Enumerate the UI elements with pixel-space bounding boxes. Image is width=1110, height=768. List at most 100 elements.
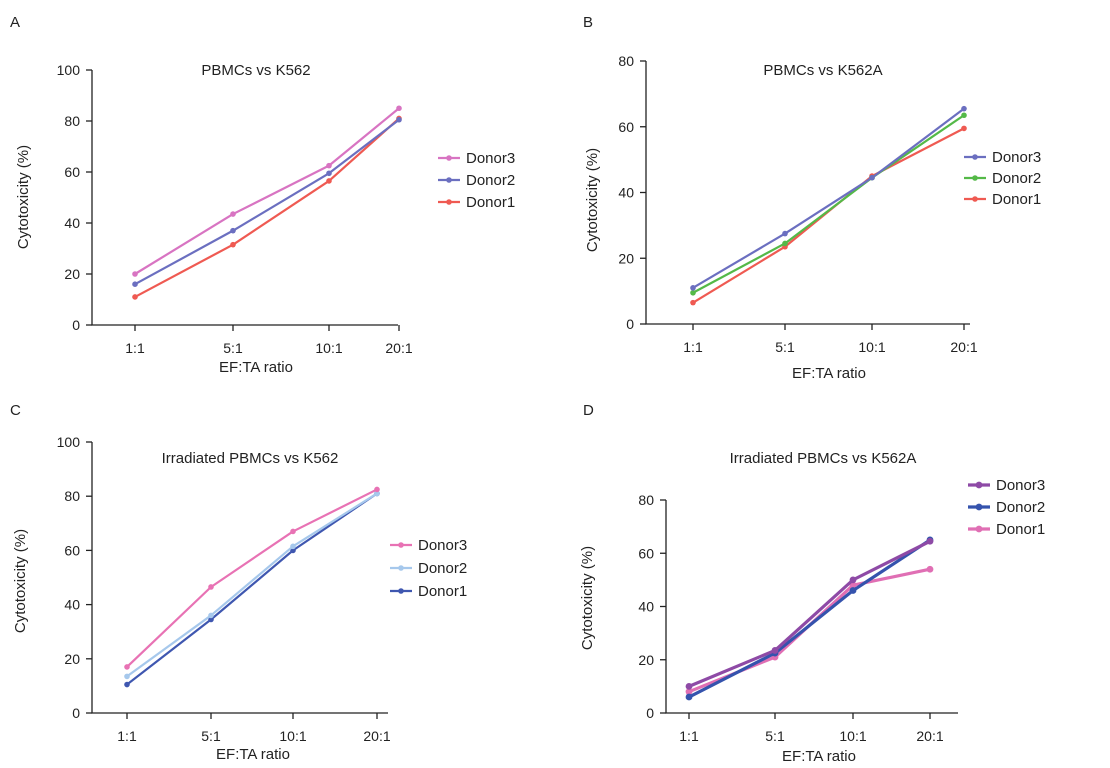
chart-title: Irradiated PBMCs vs K562A [730,450,917,467]
axis-lines [91,70,398,326]
data-point [124,673,130,680]
series-line-donor1 [688,567,931,694]
y-tick-label: 20 [64,651,80,667]
y-axis-label: Cytotoxicity (%) [15,145,32,249]
series-line-donor1 [134,117,400,298]
y-tick-label: 40 [638,599,654,615]
x-tick-label: 10:1 [279,728,306,744]
plot-area: 0 20 40 60 80 100 1:1 5:1 10:1 20:1 Donor3 Donor2 Do… [57,62,516,356]
panel-letter: C [10,402,21,419]
x-tick-label: 10:1 [858,339,885,355]
data-point [690,299,696,306]
legend-marker [975,525,983,533]
data-point [690,285,696,291]
y-tick-label: 80 [64,113,80,129]
x-tick-label: 20:1 [385,340,412,356]
legend-marker [446,199,452,205]
series-line-donor1 [126,492,378,686]
y-tick-label: 100 [57,62,81,78]
data-point [782,240,788,247]
data-point [771,647,779,654]
data-point [849,576,857,584]
axis-lines [665,500,958,714]
series-line-donor2 [688,538,931,699]
data-point [685,688,693,696]
data-point [124,664,130,670]
x-tick-label: 20:1 [363,728,390,744]
chart-panel-b: B PBMCs vs K562A EF:TA ratio Cytotoxicit… [555,0,1110,384]
legend-marker [972,196,978,202]
legend-label: Donor2 [996,499,1045,516]
legend-marker [446,155,452,161]
series-line-donor3 [688,539,931,688]
series-line-donor3 [692,107,965,289]
data-point [690,289,696,296]
data-point [961,125,967,132]
data-point [869,174,875,181]
y-axis-label: Cytotoxicity (%) [584,148,601,252]
data-point [208,612,214,619]
legend-marker [972,175,978,181]
x-axis-label: EF:TA ratio [219,359,293,376]
data-point [396,105,402,112]
x-tick-label: 5:1 [201,728,221,744]
data-point [208,584,214,590]
data-point [230,227,236,234]
x-tick-label: 5:1 [775,339,795,355]
data-point [926,565,934,573]
x-tick-label: 20:1 [916,728,943,744]
y-tick-label: 0 [626,316,634,332]
series-line-donor2 [692,114,965,294]
legend-marker [972,154,978,160]
series-line-donor1 [692,127,965,304]
legend-label: Donor2 [418,560,467,577]
legend-label: Donor3 [466,150,515,167]
series-line-donor3 [134,107,400,275]
data-point [124,681,130,688]
axis-lines [91,442,388,714]
legend-label: Donor1 [466,194,515,211]
legend-label: Donor2 [992,170,1041,187]
chart-title: PBMCs vs K562 [201,62,310,79]
data-point [290,528,296,535]
series-line-donor2 [134,118,400,286]
y-tick-label: 60 [618,119,634,135]
data-point [326,162,332,169]
legend-label: Donor1 [418,583,467,600]
plot-area: 0 20 40 60 80 1:1 5:1 10:1 20:1 Donor3 Donor2 Donor… [638,477,1045,744]
x-axis-label: EF:TA ratio [782,748,856,765]
chart-panel-a: A PBMCs vs K562 EF:TA ratio Cytotoxicity… [0,0,555,384]
y-tick-label: 20 [64,266,80,282]
x-tick-label: 20:1 [950,339,977,355]
legend-marker [398,565,404,571]
data-point [961,105,967,112]
data-point [230,241,236,248]
y-tick-label: 80 [638,492,654,508]
y-tick-label: 80 [618,53,634,69]
data-point [290,547,296,554]
data-point [782,230,788,237]
x-tick-label: 10:1 [839,728,866,744]
x-tick-label: 1:1 [125,340,145,356]
y-tick-label: 20 [618,250,634,266]
data-point [326,178,332,184]
data-point [132,271,138,277]
panel-letter: D [583,402,594,419]
y-axis-label: Cytotoxicity (%) [12,529,29,633]
panel-letter: B [583,14,593,31]
plot-area: 0 20 40 60 80 1:1 5:1 10:1 20:1 Donor3 Donor2 Donor… [618,53,1041,355]
legend-marker [398,542,404,548]
legend-marker [446,177,452,183]
y-axis-label: Cytotoxicity (%) [579,546,596,650]
y-tick-label: 100 [57,434,81,450]
y-tick-label: 60 [638,545,654,561]
legend-label: Donor2 [466,172,515,189]
data-point [961,112,967,119]
data-point [685,682,693,690]
data-point [290,543,296,550]
legend-marker [398,588,404,594]
chart-a-svg: A PBMCs vs K562 EF:TA ratio Cytotoxicity… [10,14,516,376]
data-point [685,693,693,701]
plot-area: 0 20 40 60 80 100 1:1 5:1 10:1 20:1 Donor3 Donor2 Do… [57,434,468,744]
data-point [849,587,857,594]
